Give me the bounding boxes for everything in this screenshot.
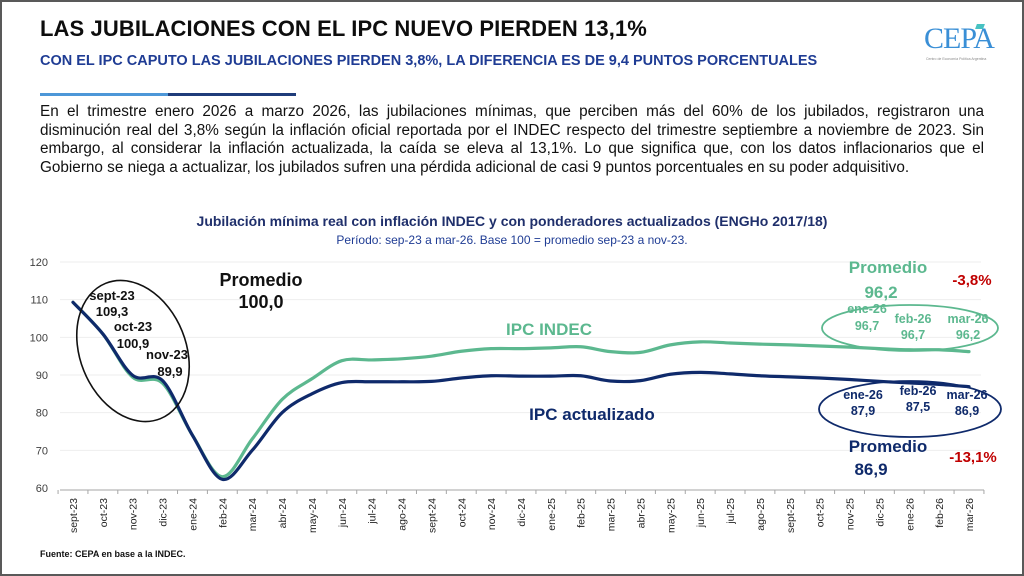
x-tick-label: oct-25 [815, 498, 827, 527]
x-tick-label: ene-26 [904, 498, 916, 531]
y-tick-label: 90 [36, 370, 48, 382]
logo-caption: Centro de Economía Política Argentina [926, 57, 987, 61]
chart-subtitle: Período: sep-23 a mar-26. Base 100 = pro… [336, 233, 688, 247]
indec-promedio-value: 96,2 [864, 283, 897, 302]
page-title: LAS JUBILACIONES CON EL IPC NUEVO PIERDE… [40, 16, 647, 41]
x-tick-label: dic-23 [158, 498, 170, 527]
indec-end-ellipse [821, 304, 999, 352]
start-point-value: 89,9 [157, 364, 182, 379]
x-tick-label: abr-24 [277, 498, 289, 529]
x-tick-label: ago-24 [397, 498, 409, 531]
grid-lines [60, 261, 981, 451]
indec-end-point-label: mar-26 [948, 312, 989, 326]
x-tick-label: jun-24 [337, 498, 349, 528]
actualizado-change: -13,1% [949, 449, 997, 466]
x-tick-label: sept-25 [785, 498, 797, 533]
x-tick-label: feb-26 [934, 498, 946, 528]
indec-promedio-label: Promedio [849, 258, 927, 277]
indec-end-point-value: 96,2 [956, 328, 980, 342]
divider-light [40, 93, 168, 96]
summary-paragraph: En el trimestre enero 2026 a marzo 2026,… [40, 103, 984, 176]
start-point-value: 100,9 [117, 336, 150, 351]
actualizado-end-point-label: feb-26 [900, 384, 937, 398]
actualizado-end-point-value: 87,5 [906, 400, 930, 414]
x-tick-label: mar-24 [247, 498, 259, 531]
series-label-ipc-actualizado: IPC actualizado [529, 405, 655, 424]
divider-dark [168, 93, 296, 96]
actualizado-end-point-value: 86,9 [955, 404, 979, 418]
actualizado-promedio-value: 86,9 [854, 460, 887, 479]
start-highlight-ellipse [75, 279, 191, 423]
base-promedio-value: 100,0 [238, 292, 283, 312]
actualizado-end-point-label: mar-26 [947, 388, 988, 402]
x-tick-label: nov-25 [845, 498, 857, 530]
indec-end-point-value: 96,7 [855, 319, 879, 333]
start-point-value: 109,3 [96, 304, 129, 319]
y-axis-ticks: 60 70 80 90 100 110 120 [30, 257, 48, 495]
indec-end-point-label: ene-26 [847, 302, 887, 316]
source-note: Fuente: CEPA en base a la INDEC. [40, 549, 186, 559]
indec-change: -3,8% [952, 272, 991, 289]
x-tick-label: nov-23 [128, 498, 140, 530]
x-tick-label: dic-25 [874, 498, 886, 527]
line-chart: 60 70 80 90 100 110 120 sept-23 oct-23 nov-23 dic… [30, 257, 1002, 533]
x-axis: sept-23 oct-23 nov-23 dic-23 ene-24 feb-24 mar… [57, 489, 985, 533]
chart-title: Jubilación mínima real con inflación IND… [196, 213, 828, 229]
y-tick-label: 120 [30, 257, 48, 269]
start-point-label: nov-23 [146, 347, 188, 362]
x-tick-label: oct-24 [456, 498, 468, 527]
indec-end-point-value: 96,7 [901, 328, 925, 342]
page-subtitle: CON EL IPC CAPUTO LAS JUBILACIONES PIERD… [40, 53, 818, 69]
actualizado-end-point-label: ene-26 [843, 388, 883, 402]
start-point-label: sept-23 [89, 288, 135, 303]
y-tick-label: 60 [36, 483, 48, 495]
x-tick-label: abr-25 [635, 498, 647, 529]
y-tick-label: 80 [36, 408, 48, 420]
y-tick-label: 100 [30, 332, 48, 344]
y-tick-label: 70 [36, 445, 48, 457]
x-tick-label: jun-25 [695, 498, 707, 528]
base-promedio-label: Promedio [219, 270, 302, 290]
series-label-ipc-indec: IPC INDEC [506, 320, 592, 339]
x-tick-label: nov-24 [486, 498, 498, 530]
x-tick-label: oct-23 [98, 498, 110, 527]
actualizado-promedio-label: Promedio [849, 437, 927, 456]
x-tick-label: dic-24 [516, 498, 528, 527]
x-tick-label: jul-24 [367, 498, 379, 525]
x-tick-label: may-25 [665, 498, 677, 533]
x-tick-label: may-24 [307, 498, 319, 533]
start-point-label: oct-23 [114, 319, 152, 334]
series-lines [71, 300, 971, 481]
actualizado-end-ellipse [818, 380, 1002, 438]
x-tick-label: sept-23 [68, 498, 80, 533]
x-tick-label: mar-26 [964, 498, 976, 531]
x-tick-label: mar-25 [606, 498, 618, 531]
x-tick-label: ago-25 [755, 498, 767, 531]
cepa-logo: CEPA Centro de Economía Política Argenti… [924, 22, 995, 66]
actualizado-end-point-value: 87,9 [851, 404, 875, 418]
y-tick-label: 110 [30, 295, 48, 307]
x-tick-label: ene-25 [546, 498, 558, 531]
x-tick-label: feb-24 [217, 498, 229, 528]
indec-end-point-label: feb-26 [895, 312, 932, 326]
x-tick-label: feb-25 [576, 498, 588, 528]
x-tick-label: jul-25 [725, 498, 737, 525]
x-tick-label: ene-24 [187, 498, 199, 531]
x-tick-label: sept-24 [426, 498, 438, 533]
